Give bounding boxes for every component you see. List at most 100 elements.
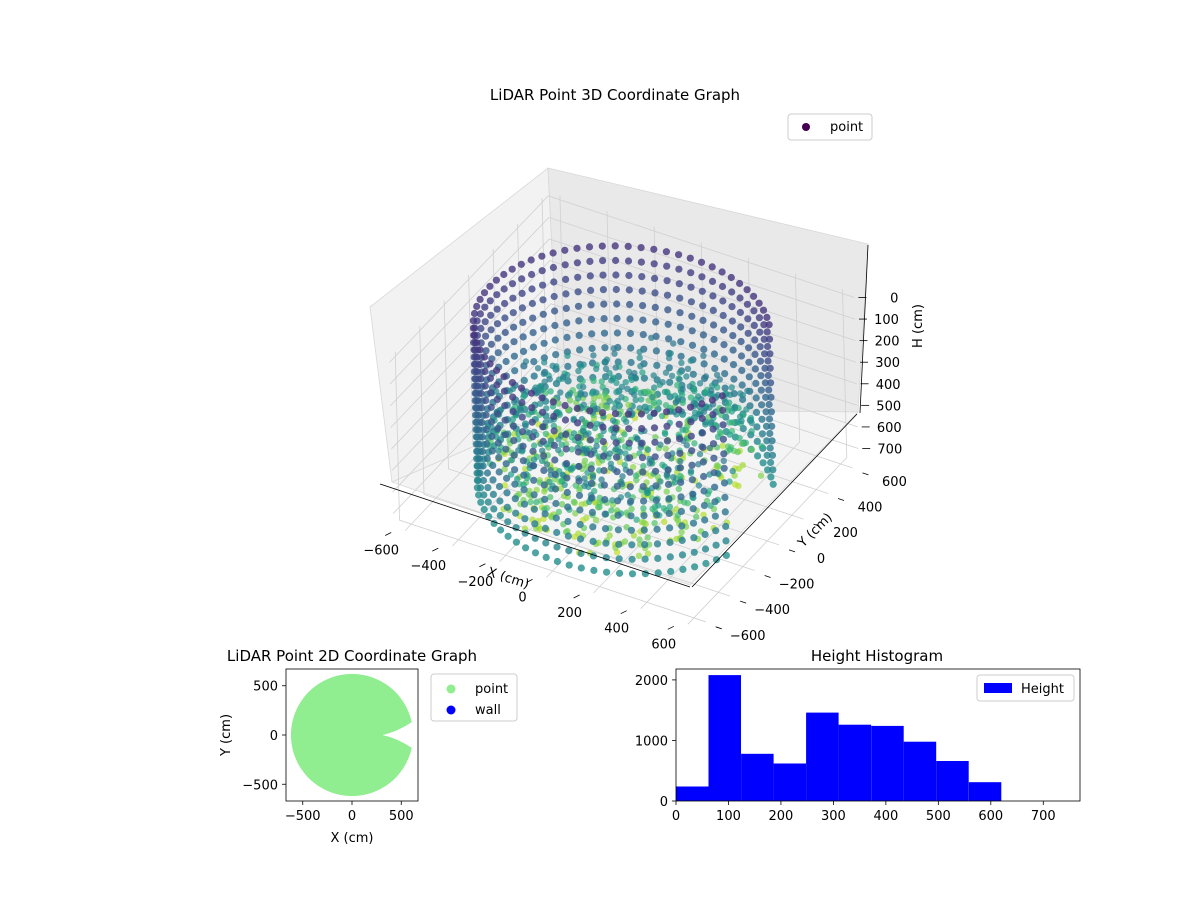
point-marker — [585, 243, 594, 251]
point-marker — [481, 367, 489, 376]
point-marker — [624, 385, 631, 392]
point-marker — [763, 437, 771, 445]
point-marker — [532, 384, 539, 391]
y-tick-label-hist: 1000 — [635, 734, 668, 749]
point-marker — [722, 522, 730, 531]
point-marker — [651, 384, 658, 391]
point-marker — [631, 391, 638, 398]
point-marker — [691, 387, 698, 395]
point-marker — [580, 401, 587, 408]
point-marker — [530, 456, 538, 463]
point-marker — [487, 340, 495, 348]
point-marker — [683, 442, 690, 449]
point-marker — [758, 415, 766, 423]
point-marker — [707, 502, 714, 509]
point-marker — [534, 389, 541, 396]
chart-3d-title: LiDAR Point 3D Coordinate Graph — [490, 86, 740, 104]
point-marker — [687, 403, 695, 411]
point-marker — [678, 536, 686, 545]
point-marker — [736, 434, 743, 442]
point-marker — [718, 392, 726, 400]
point-marker — [639, 369, 646, 376]
point-marker — [679, 565, 687, 574]
y-tick-label: −600 — [730, 629, 766, 644]
point-marker — [531, 520, 539, 528]
point-marker — [540, 339, 548, 347]
point-marker — [768, 451, 777, 459]
point-marker — [744, 329, 752, 337]
point-marker — [475, 411, 483, 419]
point-marker — [493, 381, 501, 389]
point-marker — [487, 403, 495, 411]
point-marker — [562, 290, 570, 298]
point-marker — [494, 334, 502, 342]
point-marker — [728, 384, 735, 391]
point-marker — [543, 461, 551, 468]
point-marker — [612, 256, 620, 265]
point-marker — [469, 324, 477, 332]
point-marker — [476, 469, 484, 477]
point-marker — [539, 447, 546, 454]
point-marker — [546, 376, 553, 383]
point-marker — [674, 517, 682, 524]
point-marker — [637, 410, 646, 418]
point-marker — [509, 294, 517, 302]
point-marker — [700, 352, 707, 359]
point-marker — [479, 476, 488, 485]
point-marker — [480, 289, 489, 297]
point-marker — [481, 382, 489, 390]
point-marker — [509, 309, 517, 317]
point-marker — [674, 381, 681, 389]
point-marker — [504, 518, 512, 526]
grid-line-z — [390, 238, 856, 407]
point-marker — [663, 472, 670, 479]
point-marker — [678, 359, 685, 367]
x-tick-mark — [667, 625, 674, 630]
histogram-bar — [903, 741, 937, 801]
point-marker — [552, 499, 560, 508]
chart-2d-title: LiDAR Point 2D Coordinate Graph — [227, 647, 477, 665]
point-marker — [570, 498, 578, 505]
point-marker — [496, 497, 504, 505]
point-marker — [700, 501, 709, 510]
histogram-bar — [968, 782, 1002, 801]
point-marker — [587, 315, 596, 323]
point-marker — [522, 422, 529, 430]
point-marker — [737, 390, 744, 397]
point-marker — [586, 272, 594, 280]
point-marker — [472, 404, 480, 412]
point-marker — [574, 433, 582, 442]
point-marker — [493, 366, 501, 374]
point-marker — [576, 506, 584, 514]
point-marker — [643, 407, 650, 415]
point-marker — [683, 373, 690, 380]
point-marker — [701, 545, 710, 553]
point-marker — [475, 440, 483, 448]
point-marker — [653, 361, 661, 369]
point-marker — [564, 503, 572, 511]
ticks-histogram: 0 100 200 300 400 500 600 700 0 1000 2000 — [635, 674, 1056, 824]
point-marker — [710, 350, 719, 358]
point-marker — [495, 447, 502, 455]
point-marker — [765, 335, 774, 343]
point-marker — [663, 291, 672, 299]
point-marker — [542, 553, 550, 562]
point-marker — [476, 310, 484, 318]
point-marker — [560, 373, 567, 381]
point-marker — [551, 336, 559, 344]
point-marker — [558, 441, 565, 448]
point-marker — [601, 390, 609, 397]
point-marker — [739, 425, 747, 433]
point-marker — [510, 466, 519, 474]
x-axis-line — [379, 483, 691, 588]
point-marker — [687, 357, 694, 364]
point-marker — [478, 418, 486, 427]
point-marker — [473, 368, 482, 376]
point-marker — [481, 353, 489, 361]
point-marker — [476, 360, 485, 368]
point-marker — [640, 505, 647, 512]
point-marker — [681, 499, 688, 506]
point-marker — [657, 441, 664, 448]
points-disk — [290, 673, 412, 797]
point-marker — [708, 419, 715, 426]
